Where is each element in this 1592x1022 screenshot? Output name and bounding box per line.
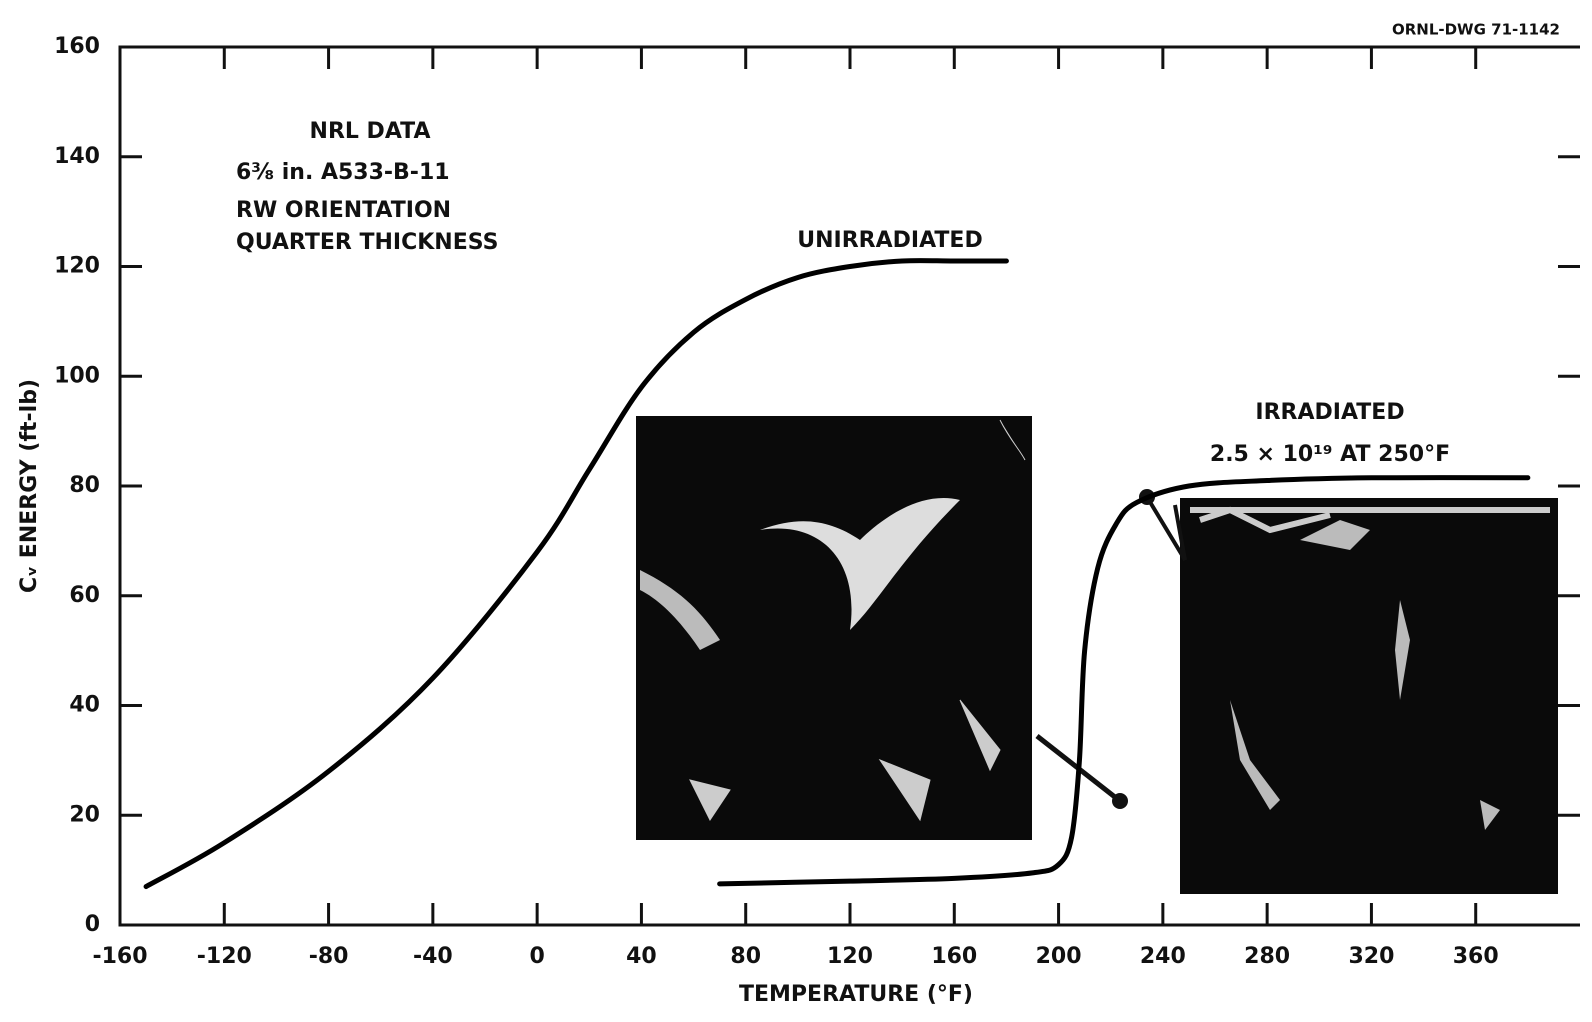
y-tick-label: 60 (69, 583, 100, 608)
annotation: QUARTER THICKNESS (236, 230, 498, 255)
fractograph-unirradiated (636, 416, 1032, 840)
x-tick-label: 240 (1140, 944, 1186, 969)
drawing-number: ORNL-DWG 71-1142 (1392, 21, 1560, 39)
x-tick-label: 120 (827, 944, 873, 969)
y-tick-label: 20 (69, 802, 100, 827)
x-tick-label: 360 (1453, 944, 1499, 969)
x-tick-label: -80 (309, 944, 349, 969)
curve (717, 475, 1531, 887)
x-tick-label: -160 (92, 944, 147, 969)
x-tick-label: -120 (197, 944, 252, 969)
x-tick-label: 40 (626, 944, 657, 969)
x-axis-title: TEMPERATURE (°F) (739, 982, 973, 1007)
y-tick-label: 120 (54, 254, 100, 279)
y-tick-label: 100 (54, 363, 100, 388)
y-tick-label: 0 (85, 912, 100, 937)
x-tick-label: 280 (1244, 944, 1290, 969)
series-label: IRRADIATED (1255, 400, 1404, 425)
y-tick-label: 80 (69, 473, 100, 498)
x-tick-label: 160 (931, 944, 977, 969)
x-tick-label: 320 (1348, 944, 1394, 969)
annotation: 2.5 × 10¹⁹ AT 250°F (1210, 442, 1450, 467)
annotation: NRL DATA (310, 119, 431, 144)
y-tick-label: 40 (69, 693, 100, 718)
x-tick-label: 80 (730, 944, 761, 969)
series-label: UNIRRADIATED (797, 228, 982, 253)
fractograph-irradiated (1180, 498, 1558, 894)
y-tick-label: 140 (54, 144, 100, 169)
x-tick-label: -40 (413, 944, 453, 969)
curve (143, 258, 1009, 890)
annotation: RW ORIENTATION (236, 198, 451, 223)
y-axis-title: Cᵥ ENERGY (ft-lb) (17, 379, 42, 593)
y-tick-label: 160 (54, 34, 100, 59)
x-tick-label: 0 (529, 944, 544, 969)
x-tick-label: 200 (1036, 944, 1082, 969)
annotation: 6⅜ in. A533-B-11 (236, 160, 450, 185)
